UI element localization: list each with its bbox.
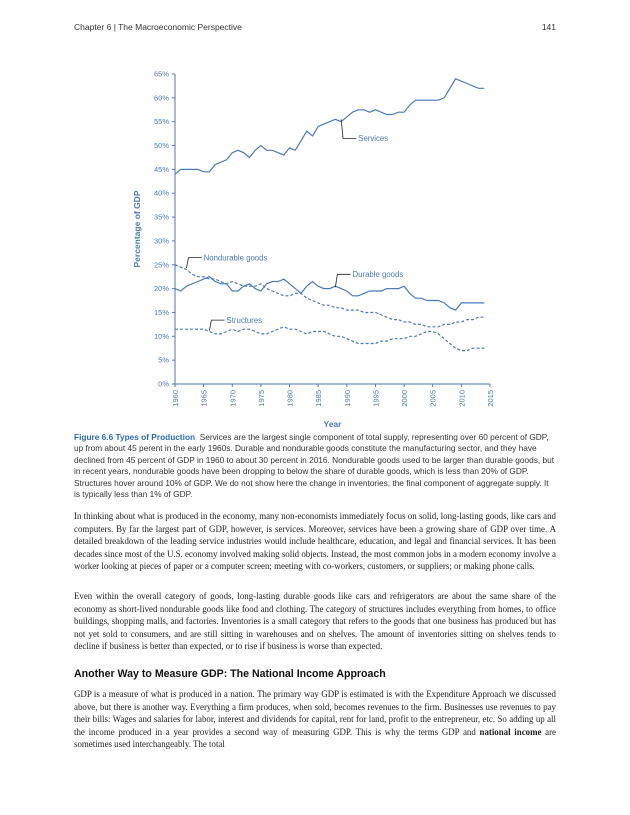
key-term-national-income: national income [479,726,542,737]
series-line-nondurable-goods [174,264,485,328]
y-tick-label: 60% [154,93,169,102]
x-axis-title: Year [324,419,343,429]
y-tick-label: 30% [154,236,169,245]
series-label-leader [208,319,225,331]
series-label-leader [334,273,351,288]
caption-text: Services are the largest single componen… [74,432,555,500]
body-paragraph: In thinking about what is produced in th… [74,511,556,571]
x-tick-label: 2015 [486,390,495,407]
y-tick-label: 15% [154,308,169,317]
section-text-end: are sometimes used interchangeably. The … [74,726,556,750]
y-tick-label: 65% [154,70,169,79]
series-label: Services [358,134,388,143]
x-tick-label: 1995 [371,390,380,407]
x-tick-label: 1970 [228,390,237,407]
series-label-leader [186,257,202,269]
series-label: Structures [227,316,263,325]
y-tick-label: 40% [154,189,169,198]
x-tick-label: 1990 [343,390,352,407]
y-tick-label: 5% [158,356,169,365]
production-chart: 0% 5% 10% 15% 20% 25% 30% 35% 40% 45% 50% 55% 60% 65%… [132,70,495,430]
page-header: Chapter 6 | The Macroeconomic Perspectiv… [74,22,556,36]
section-heading: Another Way to Measure GDP: The National… [74,668,386,680]
series-line-structures [175,326,485,352]
y-tick-label: 50% [154,141,169,150]
y-tick-label: 20% [154,284,169,293]
x-tick-label: 2010 [457,390,466,407]
x-tick-label: 1960 [171,390,180,407]
y-tick-label: 25% [154,260,169,269]
y-axis-title: Percentage of GDP [132,190,142,267]
series-label: Nondurable goods [204,253,268,262]
x-tick-label: 1965 [200,390,209,407]
series-label: Durable goods [353,270,404,279]
chapter-title: Chapter 6 | The Macroeconomic Perspectiv… [74,22,242,32]
x-tick-label: 2000 [400,390,409,407]
section-paragraph: GDP is a measure of what is produced in … [74,688,556,751]
y-tick-label: 55% [154,117,169,126]
figure-caption: Figure 6.6 Types of Production Services … [74,432,556,500]
x-tick-label: 2005 [429,390,438,407]
body-paragraph-2-block: Even within the overall category of good… [74,590,556,653]
y-tick-label: 35% [154,213,169,222]
x-tick-label: 1980 [286,390,295,407]
chart-plot-area: 0% 5% 10% 15% 20% 25% 30% 35% 40% 45% 50% 55% 60% 65%… [132,70,495,430]
section-text: GDP is a measure of what is produced in … [74,689,556,737]
body-paragraph: Even within the overall category of good… [74,591,556,651]
y-tick-label: 45% [154,165,169,174]
page-number: 141 [541,22,556,32]
caption-label: Figure 6.6 Types of Production [74,432,196,442]
y-tick-label: 0% [158,380,169,389]
x-tick-label: 1985 [314,390,323,407]
series-label-leader [340,119,357,139]
y-tick-label: 10% [154,332,169,341]
body-paragraph-1-block: In thinking about what is produced in th… [74,510,556,573]
x-tick-label: 1975 [257,390,266,407]
series-line-services [174,78,485,175]
